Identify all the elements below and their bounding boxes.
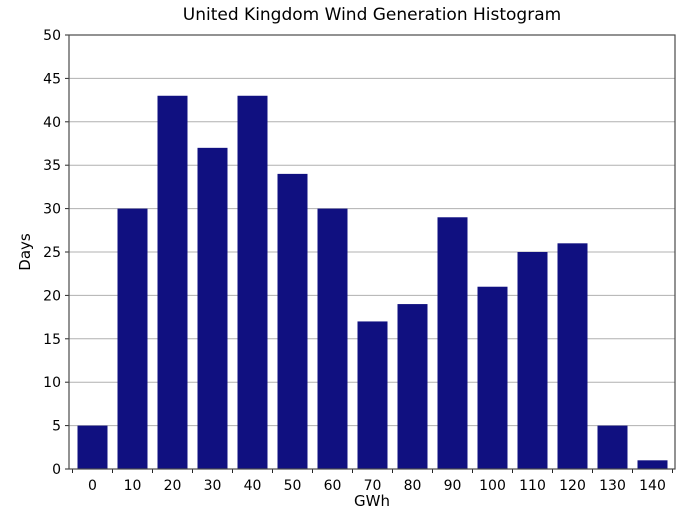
y-tick-label: 35 xyxy=(43,158,61,174)
histogram-bar xyxy=(277,173,308,469)
histogram-bar xyxy=(597,425,628,469)
x-tick-label: 40 xyxy=(244,478,262,494)
x-tick-label: 90 xyxy=(444,478,462,494)
histogram-bar xyxy=(77,425,108,469)
x-tick-label: 60 xyxy=(324,478,342,494)
histogram-bar xyxy=(197,147,228,469)
y-tick-label: 20 xyxy=(43,288,61,304)
histogram-bar xyxy=(237,95,268,469)
y-tick-label: 10 xyxy=(43,375,61,391)
x-tick-label: 20 xyxy=(164,478,182,494)
x-axis-label: GWh xyxy=(354,492,390,510)
histogram-bar xyxy=(557,243,588,469)
x-tick-label: 120 xyxy=(559,478,586,494)
y-tick-label: 45 xyxy=(43,71,61,87)
histogram-bar xyxy=(357,321,388,469)
x-tick-label: 140 xyxy=(639,478,666,494)
histogram-bar xyxy=(637,460,668,469)
x-tick-label: 50 xyxy=(284,478,302,494)
y-tick-label: 50 xyxy=(43,28,61,44)
histogram-bar xyxy=(317,208,348,469)
x-tick-label: 130 xyxy=(599,478,626,494)
y-tick-label: 25 xyxy=(43,245,61,261)
x-tick-label: 80 xyxy=(404,478,422,494)
histogram-bar xyxy=(157,95,188,469)
histogram-bar xyxy=(397,304,428,469)
histogram-bar xyxy=(517,252,548,469)
x-tick-label: 100 xyxy=(479,478,506,494)
y-tick-label: 40 xyxy=(43,115,61,131)
y-tick-label: 0 xyxy=(52,462,61,478)
x-tick-label: 10 xyxy=(124,478,142,494)
chart-title: United Kingdom Wind Generation Histogram xyxy=(182,5,562,25)
x-tick-label: 110 xyxy=(519,478,546,494)
plot-frame xyxy=(68,34,676,470)
x-tick-label: 0 xyxy=(88,478,97,494)
y-tick-label: 5 xyxy=(52,419,61,435)
histogram-bar xyxy=(477,286,508,469)
y-tick-label: 15 xyxy=(43,332,61,348)
x-tick-label: 30 xyxy=(204,478,222,494)
histogram-bar xyxy=(437,217,468,469)
histogram-bar xyxy=(117,208,148,469)
x-tick-label: 70 xyxy=(364,478,382,494)
y-tick-label: 30 xyxy=(43,202,61,218)
